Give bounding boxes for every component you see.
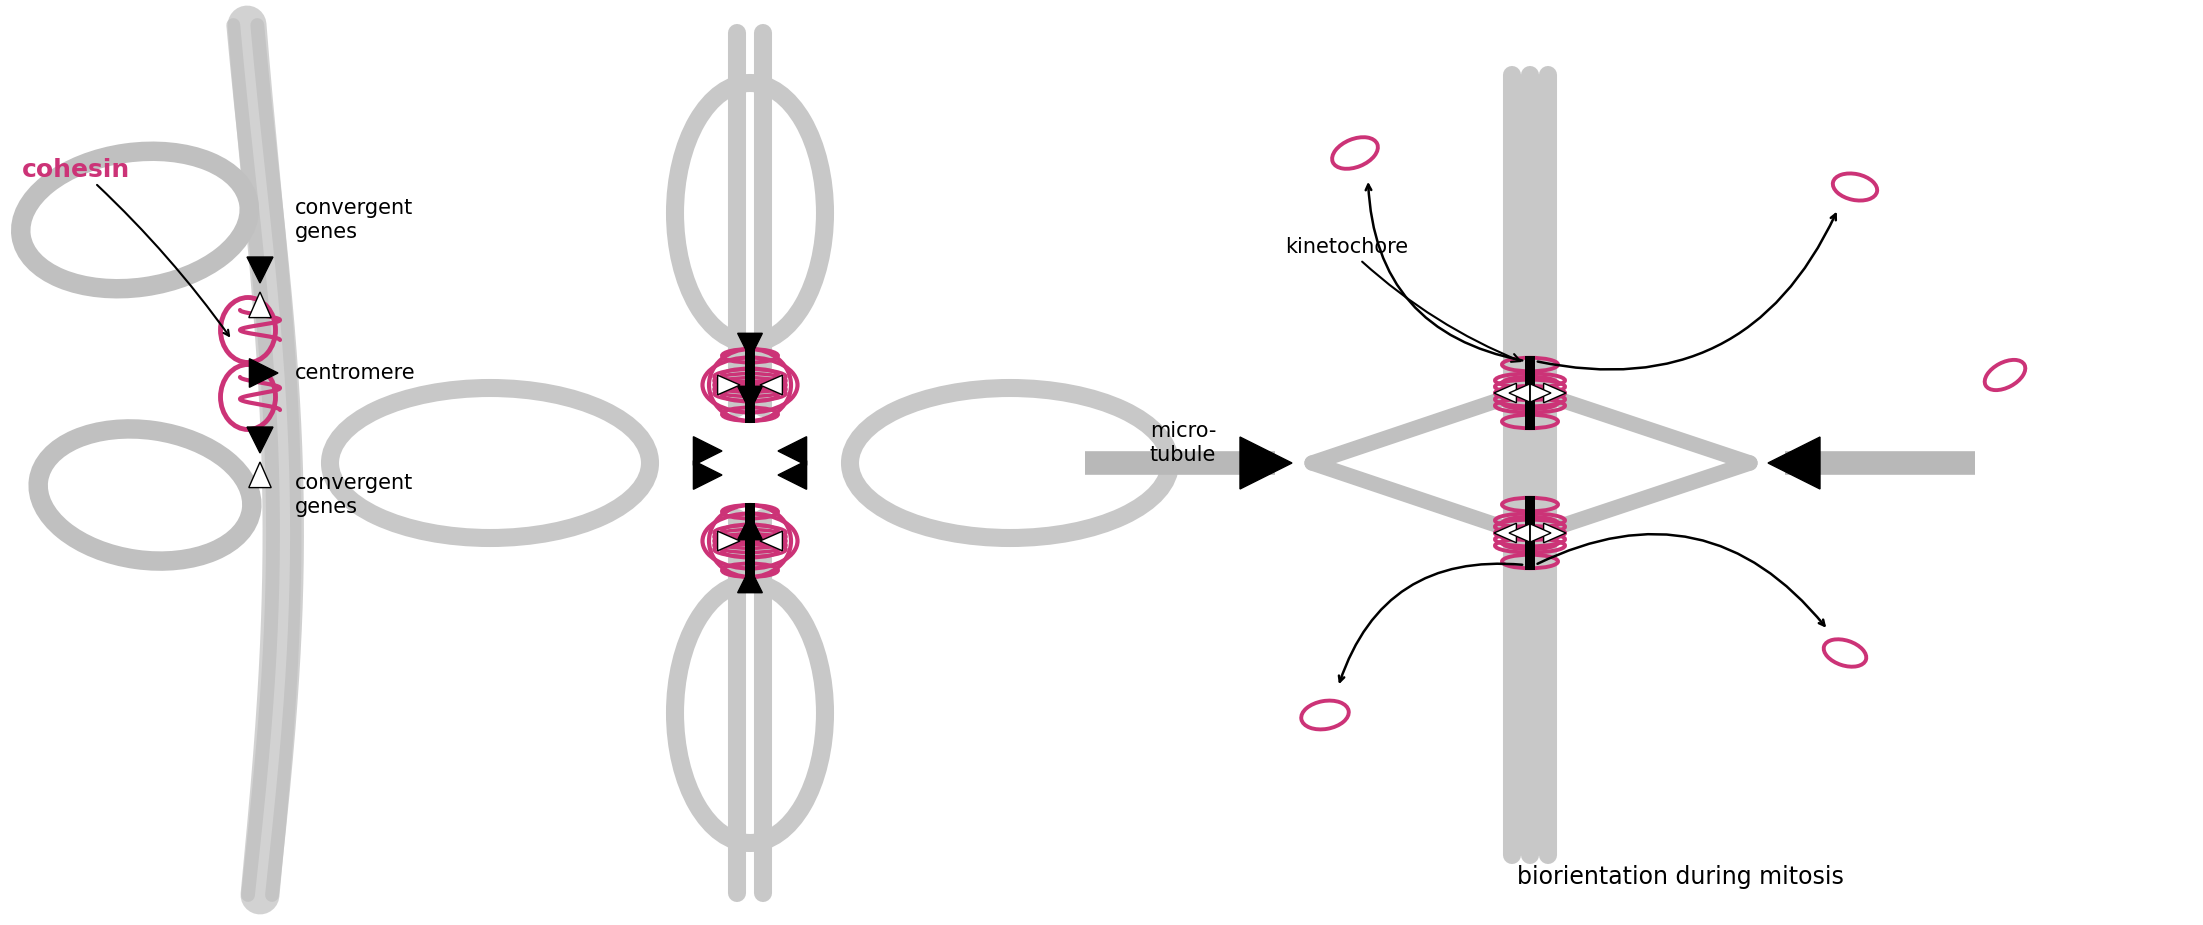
Polygon shape	[1509, 384, 1529, 402]
Text: cohesin: cohesin	[22, 158, 130, 182]
Polygon shape	[247, 427, 273, 453]
Polygon shape	[249, 359, 278, 388]
Polygon shape	[718, 376, 740, 395]
Polygon shape	[1509, 524, 1529, 542]
Polygon shape	[1240, 437, 1291, 489]
Polygon shape	[1531, 524, 1551, 542]
Polygon shape	[778, 461, 806, 489]
Text: kinetochore: kinetochore	[1284, 237, 1520, 362]
Bar	[1524, 496, 1535, 570]
Polygon shape	[718, 531, 740, 550]
Bar	[1524, 356, 1535, 430]
Bar	[745, 503, 756, 579]
Polygon shape	[738, 333, 762, 358]
Polygon shape	[694, 437, 723, 465]
Polygon shape	[249, 292, 271, 317]
Text: biorientation during mitosis: biorientation during mitosis	[1516, 865, 1844, 889]
Polygon shape	[1544, 524, 1566, 543]
Polygon shape	[694, 461, 723, 489]
Polygon shape	[1531, 384, 1551, 402]
Bar	[745, 347, 756, 423]
Text: micro-
tubule: micro- tubule	[1150, 422, 1216, 464]
Polygon shape	[760, 376, 782, 395]
Text: convergent
genes: convergent genes	[295, 198, 414, 242]
Polygon shape	[1494, 524, 1516, 543]
Polygon shape	[738, 387, 762, 411]
Polygon shape	[1769, 437, 1820, 489]
Polygon shape	[249, 462, 271, 487]
Polygon shape	[1544, 383, 1566, 402]
Text: convergent
genes: convergent genes	[295, 473, 414, 517]
Polygon shape	[738, 515, 762, 539]
Polygon shape	[760, 531, 782, 550]
Polygon shape	[738, 568, 762, 593]
Text: centromere: centromere	[295, 363, 416, 383]
Polygon shape	[778, 437, 806, 465]
Polygon shape	[247, 257, 273, 283]
Polygon shape	[1494, 383, 1516, 402]
